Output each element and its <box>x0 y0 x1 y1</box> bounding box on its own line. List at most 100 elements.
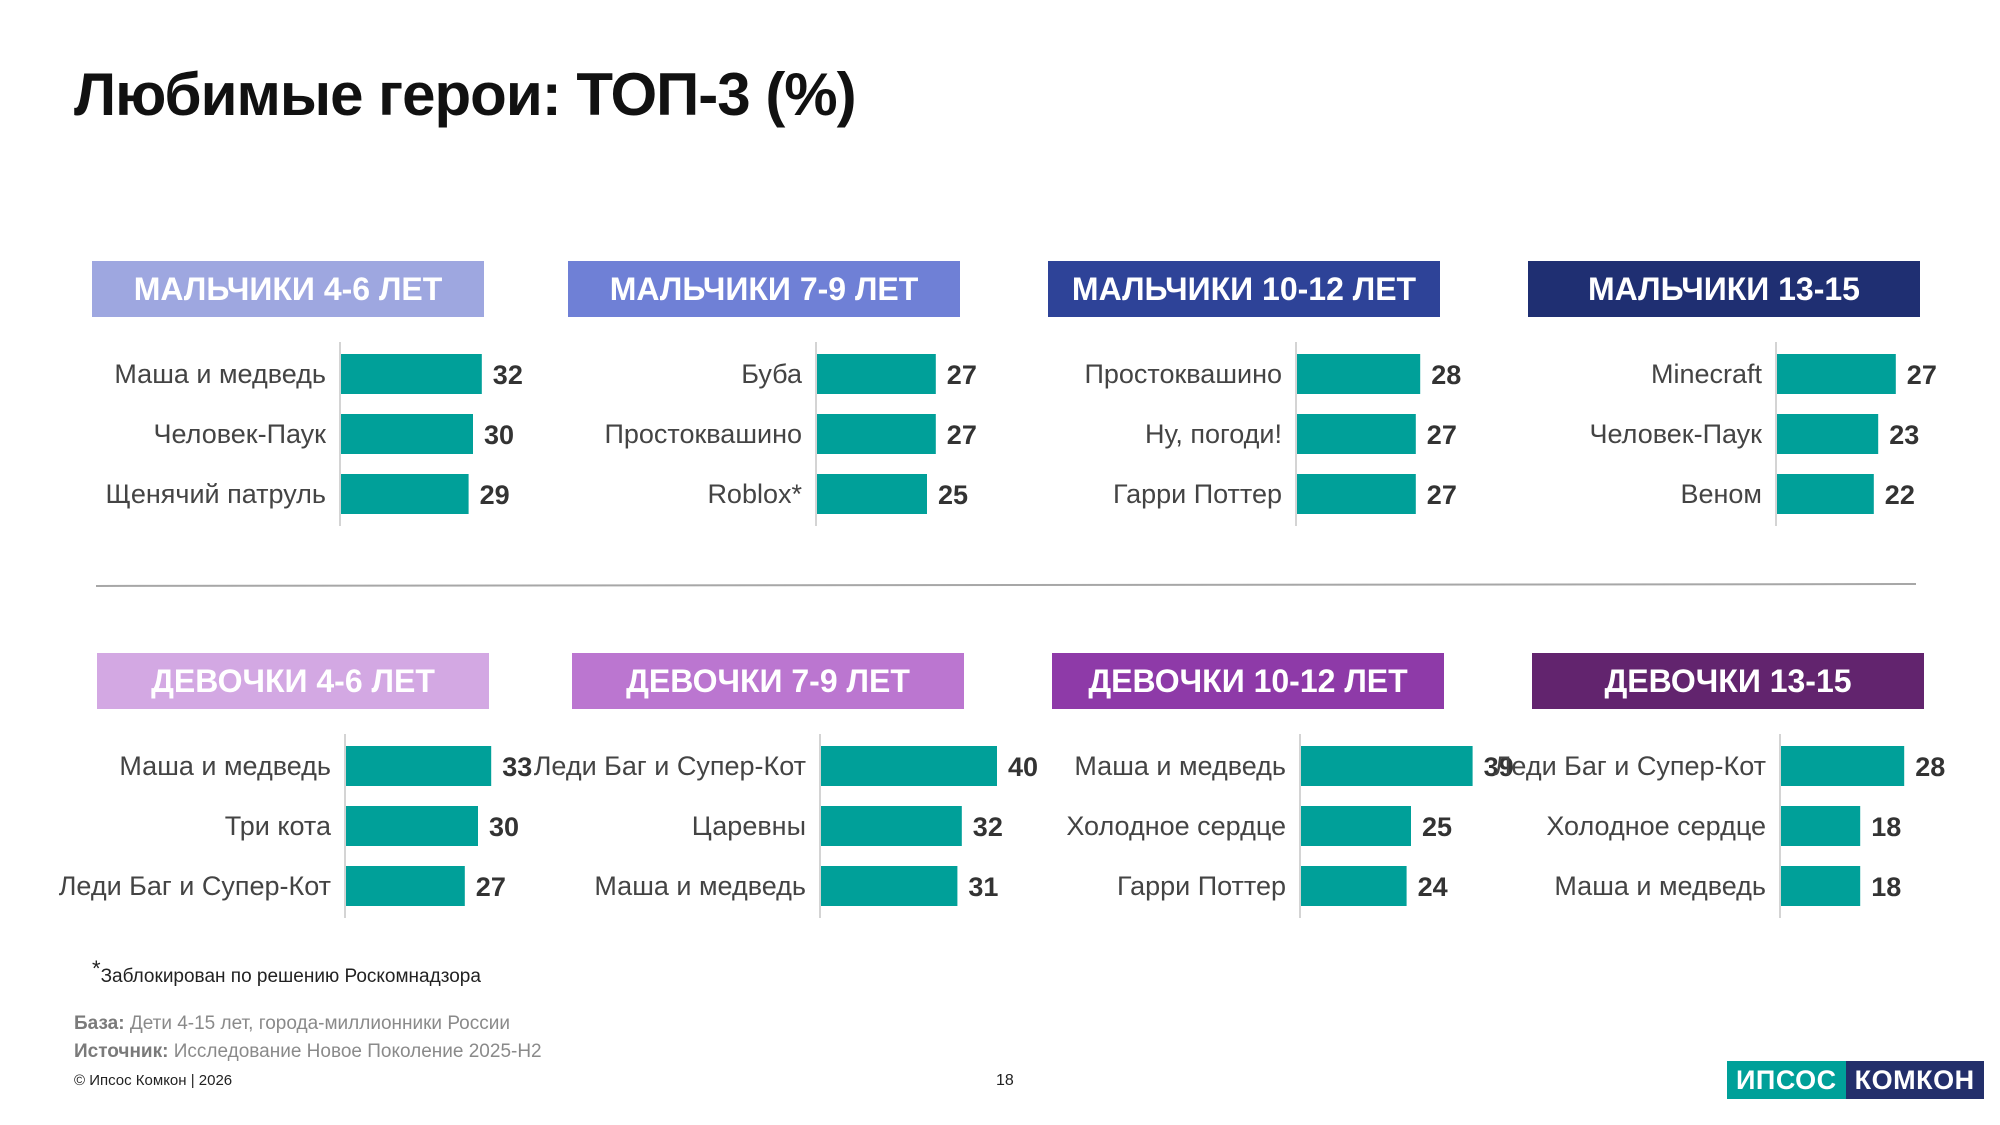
bar <box>346 866 465 906</box>
value-label: 29 <box>480 480 510 510</box>
page-number: 18 <box>996 1072 1014 1089</box>
logo-part-2: КОМКОН <box>1845 1061 1984 1099</box>
source-note: Источник: Исследование Новое Поколение 2… <box>74 1041 542 1063</box>
footnote: *Заблокирован по решению Роскомнадзора <box>92 956 481 988</box>
value-label: 27 <box>1907 360 1937 390</box>
category-label: Minecraft <box>1651 359 1763 389</box>
category-label: Маша и медведь <box>1074 751 1286 781</box>
category-label: Простоквашино <box>604 419 802 449</box>
chart-panel-girls-4-6: ДЕВОЧКИ 4-6 ЛЕТ Маша и медведь 33 Три кота… <box>59 653 567 918</box>
bar <box>341 474 469 514</box>
bar <box>817 414 936 454</box>
chart-panel-boys-10-12: МАЛЬЧИКИ 10-12 ЛЕТ Простоквашино 28 Ну, по… <box>1048 261 1518 526</box>
category-label: Царевны <box>692 811 806 841</box>
chart-panel-boys-7-9: МАЛЬЧИКИ 7-9 ЛЕТ Буба 27 Простоквашино 27 Ro… <box>568 261 1038 526</box>
base-note: База: Дети 4-15 лет, города-миллионники … <box>74 1013 510 1035</box>
value-label: 25 <box>1422 812 1452 842</box>
bar <box>341 414 473 454</box>
value-label: 30 <box>489 812 519 842</box>
company-logo: ИПСОС КОМКОН <box>1727 1061 1984 1099</box>
value-label: 27 <box>947 420 977 450</box>
base-label: База: <box>74 1013 125 1034</box>
chart-header: ДЕВОЧКИ 13-15 <box>1532 653 1924 709</box>
category-label: Гарри Поттер <box>1113 479 1282 509</box>
bar-chart: Леди Баг и Супер-Кот 40 Царевны 32 Маша и ме… <box>534 734 1038 918</box>
category-label: Маша и медведь <box>1554 871 1766 901</box>
bar <box>1297 414 1416 454</box>
category-label: Буба <box>741 359 803 389</box>
bar <box>1297 474 1416 514</box>
bar <box>817 474 927 514</box>
chart-header: МАЛЬЧИКИ 7-9 ЛЕТ <box>568 261 960 317</box>
bar-chart: Маша и медведь 39 Холодное сердце 25 Гарри П… <box>1066 734 1514 918</box>
bar <box>341 354 482 394</box>
footnote-star: * <box>92 956 101 981</box>
chart-header: МАЛЬЧИКИ 13-15 <box>1528 261 1920 317</box>
chart-header: МАЛЬЧИКИ 10-12 ЛЕТ <box>1048 261 1440 317</box>
bar-chart: Маша и медведь 33 Три кота 30 Леди Баг и Суп… <box>59 734 532 918</box>
value-label: 23 <box>1889 420 1919 450</box>
category-label: Человек-Паук <box>1590 419 1763 449</box>
value-label: 32 <box>973 812 1003 842</box>
chart-panel-girls-7-9: ДЕВОЧКИ 7-9 ЛЕТ Леди Баг и Супер-Кот 40 Ца… <box>534 653 1042 918</box>
bar-chart: Буба 27 Простоквашино 27 Roblox* 25 <box>604 342 977 526</box>
bar-chart: Леди Баг и Супер-Кот 28 Холодное сердце 18 М… <box>1494 734 1945 918</box>
value-label: 22 <box>1885 480 1915 510</box>
category-label: Три кота <box>225 811 332 841</box>
bar-chart: Minecraft 27 Человек-Паук 23 Веном 22 <box>1590 342 1937 526</box>
value-label: 28 <box>1431 360 1461 390</box>
category-label: Леди Баг и Супер-Кот <box>1494 751 1766 781</box>
bar <box>1777 414 1879 454</box>
value-label: 18 <box>1871 812 1901 842</box>
value-label: 27 <box>476 872 506 902</box>
bar-chart: Маша и медведь 32 Человек-Паук 30 Щенячий па… <box>106 342 523 526</box>
bar <box>821 746 997 786</box>
bar <box>821 806 962 846</box>
chart-panel-girls-10-12: ДЕВОЧКИ 10-12 ЛЕТ Маша и медведь 39 Холодн… <box>1052 653 1522 918</box>
category-label: Маша и медведь <box>114 359 326 389</box>
bar <box>1781 866 1861 906</box>
category-label: Веном <box>1680 479 1762 509</box>
bar-chart: Простоквашино 28 Ну, погоди! 27 Гарри Поттер… <box>1084 342 1461 526</box>
category-label: Маша и медведь <box>119 751 331 781</box>
value-label: 30 <box>484 420 514 450</box>
category-label: Человек-Паук <box>154 419 327 449</box>
bar <box>817 354 936 394</box>
chart-panel-girls-13-15: ДЕВОЧКИ 13-15 Леди Баг и Супер-Кот 28 Холо… <box>1494 653 2000 918</box>
value-label: 33 <box>502 752 532 782</box>
category-label: Roblox* <box>707 479 802 509</box>
bar <box>1777 474 1874 514</box>
bar <box>1301 746 1473 786</box>
category-label: Леди Баг и Супер-Кот <box>534 751 806 781</box>
value-label: 31 <box>968 872 998 902</box>
value-label: 27 <box>1427 420 1457 450</box>
category-label: Холодное сердце <box>1546 811 1766 841</box>
base-text: Дети 4-15 лет, города-миллионники России <box>124 1013 510 1034</box>
value-label: 32 <box>493 360 523 390</box>
bar <box>1297 354 1421 394</box>
category-label: Леди Баг и Супер-Кот <box>59 871 331 901</box>
category-label: Простоквашино <box>1084 359 1282 389</box>
value-label: 24 <box>1418 872 1448 902</box>
copyright: © Ипсос Комкон | 2026 <box>74 1072 233 1089</box>
chart-header: ДЕВОЧКИ 4-6 ЛЕТ <box>97 653 489 709</box>
category-label: Маша и медведь <box>594 871 806 901</box>
chart-panel-boys-13-15: МАЛЬЧИКИ 13-15 Minecraft 27 Человек-Паук 23… <box>1528 261 1998 526</box>
bar <box>821 866 958 906</box>
bar <box>1777 354 1896 394</box>
source-label: Источник: <box>74 1041 169 1062</box>
chart-header: МАЛЬЧИКИ 4-6 ЛЕТ <box>92 261 484 317</box>
bar <box>1301 806 1411 846</box>
value-label: 27 <box>947 360 977 390</box>
value-label: 28 <box>1915 752 1945 782</box>
value-label: 27 <box>1427 480 1457 510</box>
value-label: 18 <box>1871 872 1901 902</box>
source-text: Исследование Новое Поколение 2025-H2 <box>168 1041 542 1062</box>
page-title: Любимые герои: ТОП-3 (%) <box>74 61 857 128</box>
bar <box>1781 806 1861 846</box>
bar <box>346 806 478 846</box>
chart-header: ДЕВОЧКИ 7-9 ЛЕТ <box>572 653 964 709</box>
category-label: Гарри Поттер <box>1117 871 1286 901</box>
value-label: 40 <box>1008 752 1038 782</box>
row-divider <box>95 583 1917 587</box>
